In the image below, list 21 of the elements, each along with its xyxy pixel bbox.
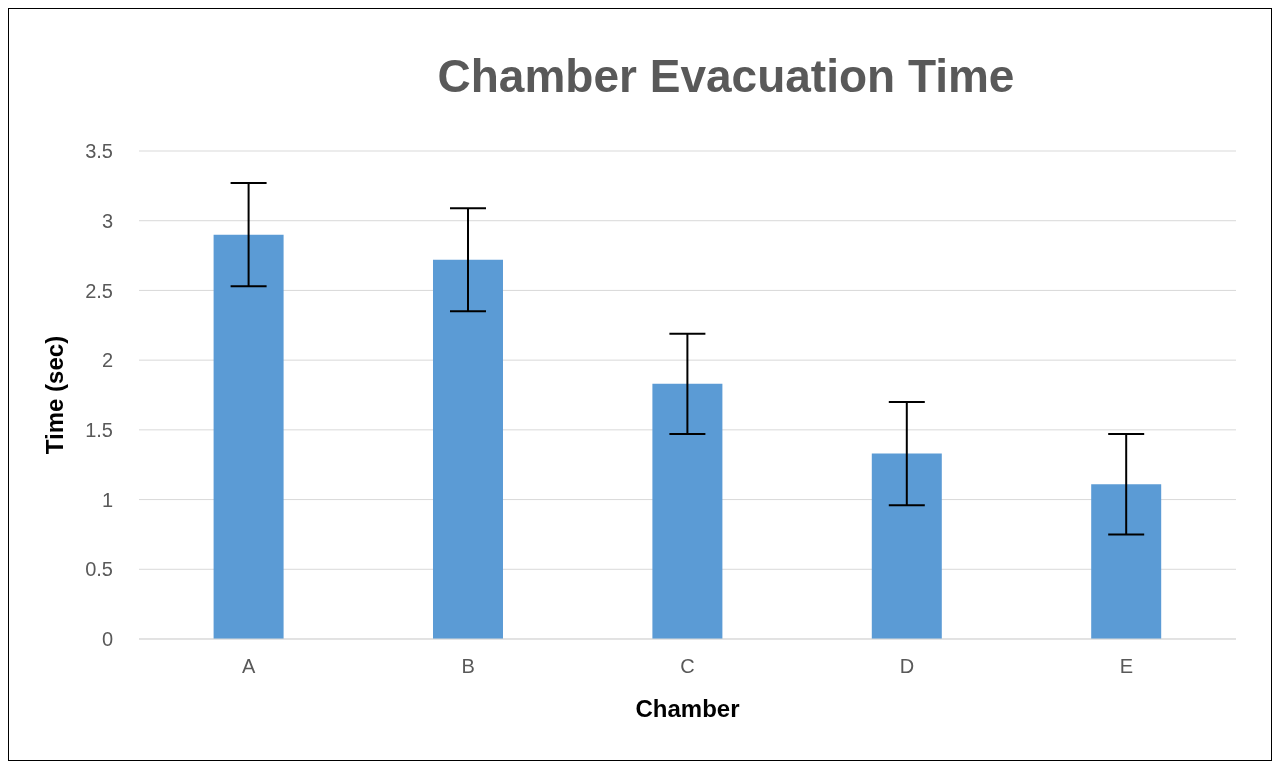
bar bbox=[1091, 484, 1162, 639]
x-tick-label: D bbox=[899, 655, 915, 678]
x-tick-label: C bbox=[680, 655, 695, 678]
y-tick-label: 0 bbox=[101, 628, 113, 651]
y-tick-label: 1 bbox=[101, 488, 113, 511]
x-tick-label: B bbox=[461, 655, 475, 678]
y-axis-title: Time (sec) bbox=[40, 335, 68, 455]
y-tick-label: 3.5 bbox=[85, 140, 113, 163]
y-tick-label: 0.5 bbox=[85, 558, 113, 581]
chart-title: Chamber Evacuation Time bbox=[436, 49, 1016, 103]
bar bbox=[652, 383, 723, 639]
x-tick-label: E bbox=[1119, 655, 1133, 678]
y-tick-label: 2 bbox=[101, 349, 113, 372]
y-tick-label: 1.5 bbox=[85, 418, 113, 441]
y-tick-label: 3 bbox=[101, 209, 113, 232]
x-tick-label: A bbox=[242, 655, 257, 678]
y-tick-label: 2.5 bbox=[85, 279, 113, 302]
bar bbox=[433, 259, 503, 639]
bar bbox=[213, 234, 284, 639]
bar bbox=[871, 453, 942, 639]
x-axis-title: Chamber bbox=[635, 695, 740, 722]
